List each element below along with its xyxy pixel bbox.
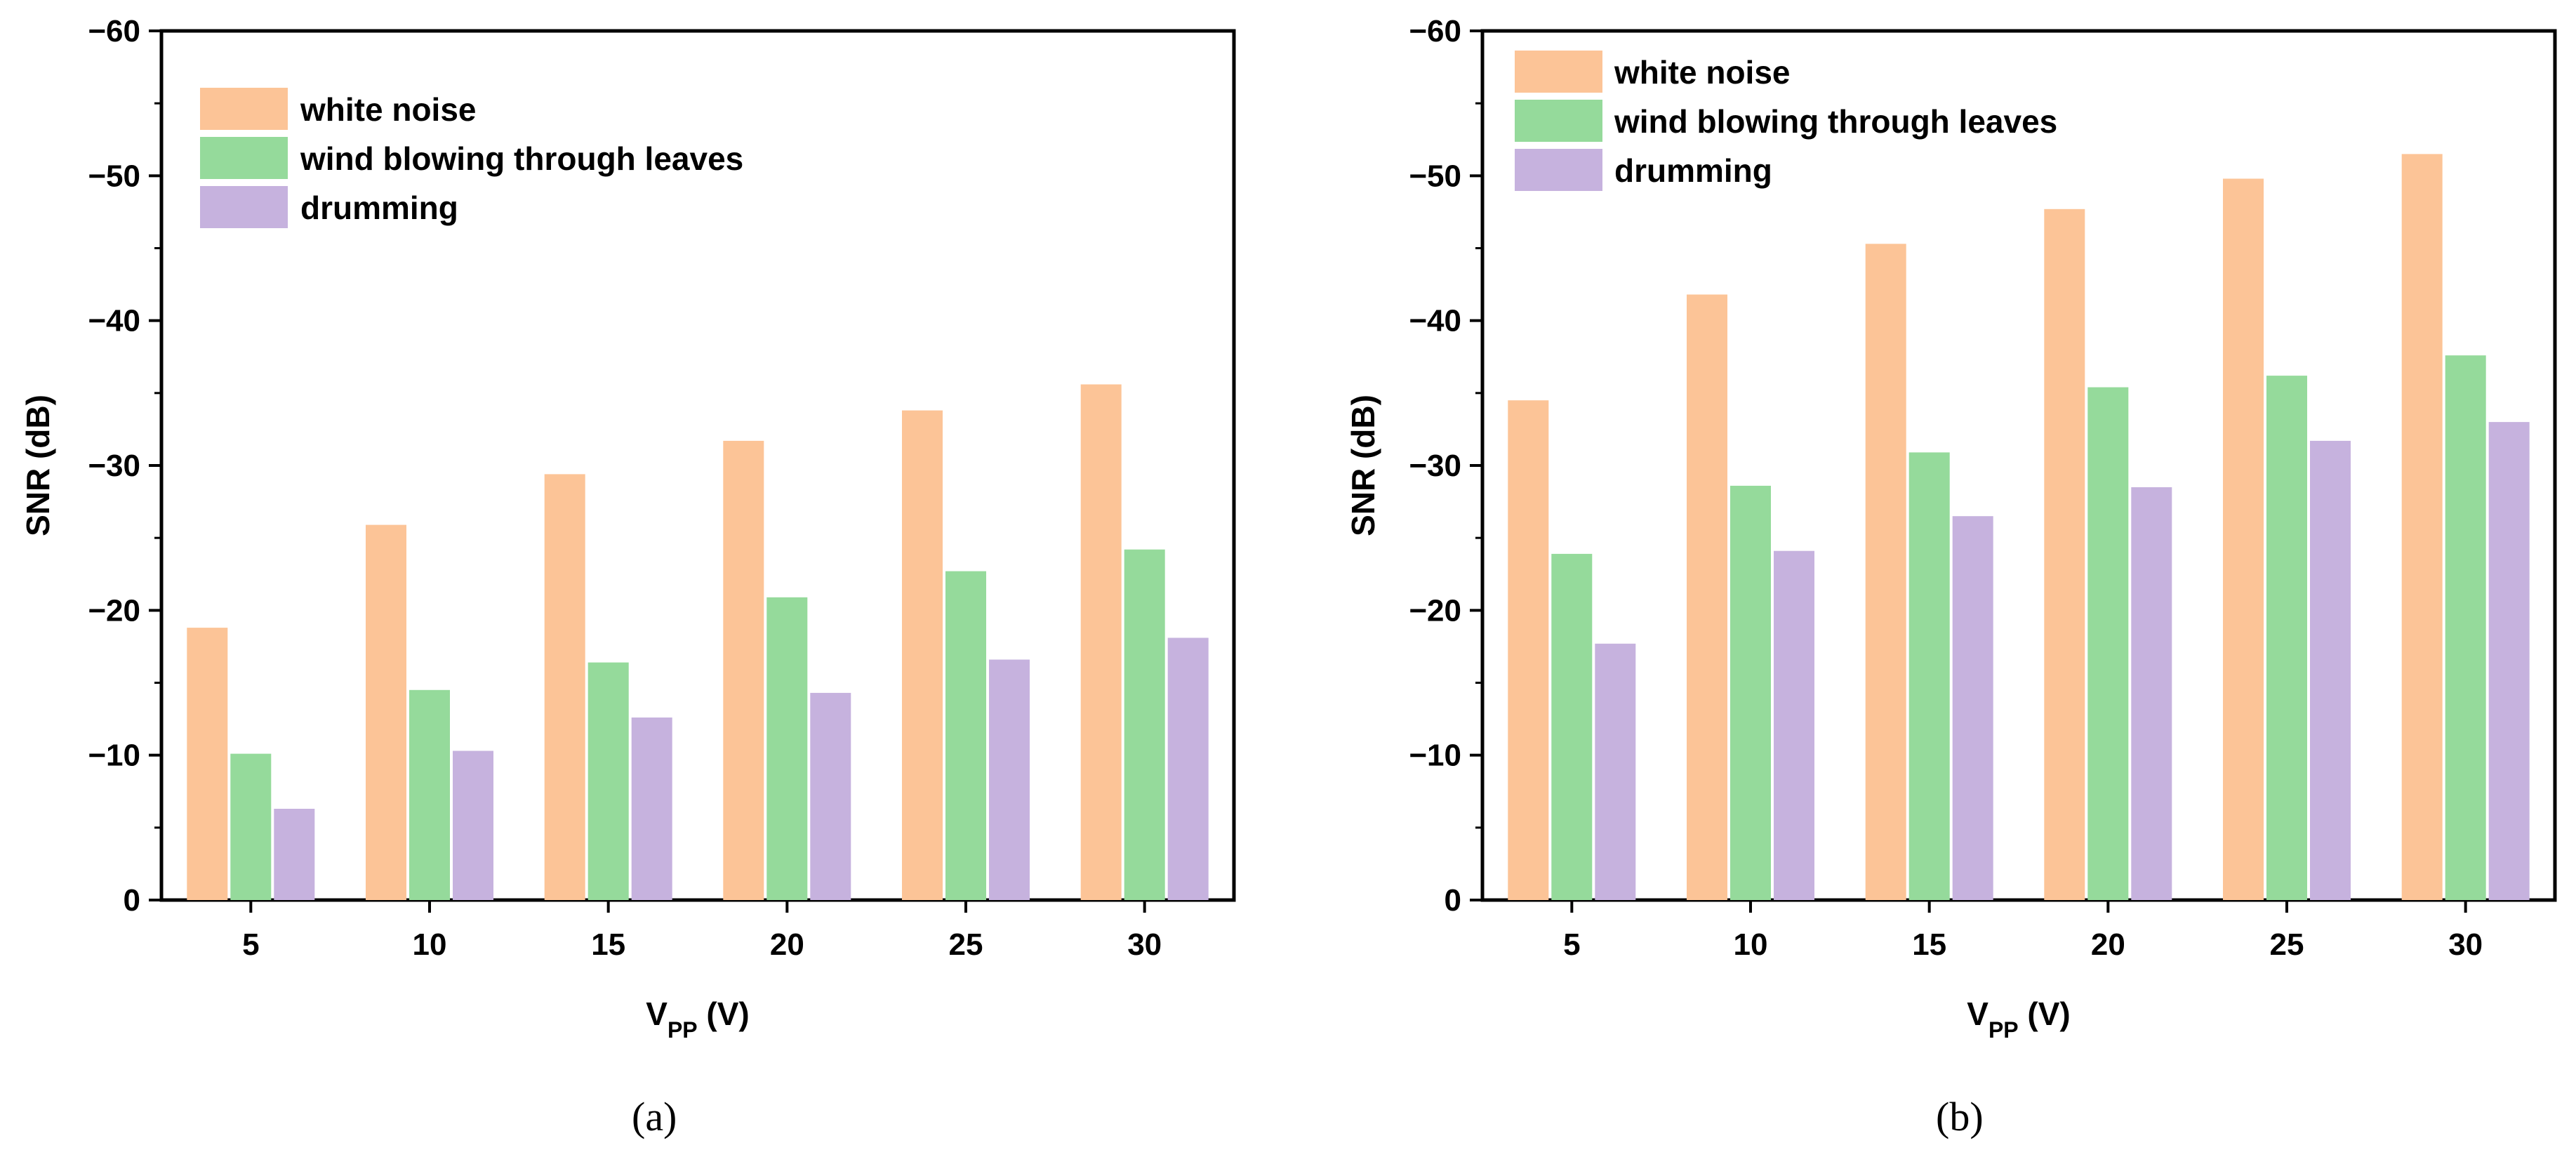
x-tick-label: 25 xyxy=(2270,927,2304,962)
bar-wind-15 xyxy=(587,662,629,900)
bars-group xyxy=(1508,154,2530,900)
x-tick-label: 30 xyxy=(1127,927,1162,962)
bar-white-noise-5 xyxy=(1508,400,1549,900)
legend-label-drumming: drumming xyxy=(300,190,458,226)
legend-swatch-drumming xyxy=(1515,149,1602,191)
x-tick-label: 20 xyxy=(770,927,804,962)
y-tick-label: −10 xyxy=(1409,739,1461,773)
y-tick-label: −60 xyxy=(88,14,140,48)
bar-drumming-25 xyxy=(989,659,1030,900)
bar-wind-30 xyxy=(1124,549,1165,900)
bar-drumming-30 xyxy=(2488,422,2530,900)
bar-wind-25 xyxy=(945,571,986,900)
y-tick-label: −30 xyxy=(88,449,140,483)
legend: white noise wind blowing through leaves … xyxy=(1515,51,2057,191)
y-ticks-group: 0 −10 −20 −30 −40 −50 −60 xyxy=(1409,14,1482,918)
bar-white-noise-25 xyxy=(902,410,943,900)
bar-white-noise-20 xyxy=(2044,209,2085,900)
bar-drumming-25 xyxy=(2310,440,2351,900)
y-tick-label: −40 xyxy=(1409,304,1461,338)
bar-wind-5 xyxy=(230,753,272,900)
legend-swatch-white-noise xyxy=(1515,51,1602,93)
panel-label-b: (b) xyxy=(1936,1094,1984,1139)
x-tick-label: 5 xyxy=(1563,927,1580,962)
bar-white-noise-15 xyxy=(1865,244,1906,900)
x-tick-label: 15 xyxy=(591,927,625,962)
bar-drumming-15 xyxy=(631,718,672,900)
bar-white-noise-10 xyxy=(1687,294,1727,900)
bar-white-noise-5 xyxy=(187,628,228,900)
bar-white-noise-25 xyxy=(2223,178,2264,900)
panel-label-a: (a) xyxy=(632,1094,677,1139)
x-tick-label: 20 xyxy=(2091,927,2125,962)
x-ticks-group: 5 10 15 20 25 30 xyxy=(242,900,1162,962)
bar-wind-20 xyxy=(766,597,808,900)
legend-swatch-wind xyxy=(1515,100,1602,142)
y-tick-label: −50 xyxy=(1409,159,1461,193)
legend: white noise wind blowing through leaves … xyxy=(200,88,743,228)
y-tick-label: 0 xyxy=(1445,883,1461,918)
legend-swatch-drumming xyxy=(200,186,288,228)
bar-wind-25 xyxy=(2266,376,2307,900)
y-axis-title: SNR (dB) xyxy=(20,395,56,536)
x-tick-label: 10 xyxy=(1734,927,1768,962)
bar-drumming-30 xyxy=(1167,637,1209,900)
legend-label-wind: wind blowing through leaves xyxy=(300,140,743,177)
y-tick-label: −20 xyxy=(88,593,140,628)
y-tick-label: 0 xyxy=(124,883,140,918)
y-tick-label: −60 xyxy=(1409,14,1461,48)
bar-drumming-10 xyxy=(453,751,493,900)
x-ticks-group: 5 10 15 20 25 30 xyxy=(1563,900,2483,962)
legend-label-white-noise: white noise xyxy=(300,91,476,128)
bar-drumming-15 xyxy=(1952,516,1993,900)
legend-swatch-white-noise xyxy=(200,88,288,130)
bar-white-noise-15 xyxy=(544,474,585,900)
bar-drumming-10 xyxy=(1774,550,1814,900)
bar-wind-10 xyxy=(409,689,450,900)
x-axis-title: VPP (V) xyxy=(1967,996,2070,1043)
bar-wind-10 xyxy=(1730,485,1771,900)
legend-label-wind: wind blowing through leaves xyxy=(1614,103,2057,140)
bar-white-noise-30 xyxy=(1080,384,1122,900)
x-tick-label: 25 xyxy=(949,927,983,962)
panel-a: 0 −10 −20 −30 −40 −50 −60 5 10 15 20 25 30 SNR (dB)… xyxy=(20,14,1236,1139)
y-tick-label: −50 xyxy=(88,159,140,193)
bar-white-noise-10 xyxy=(366,524,406,900)
y-tick-label: −30 xyxy=(1409,449,1461,483)
x-tick-label: 30 xyxy=(2448,927,2483,962)
x-tick-label: 15 xyxy=(1912,927,1946,962)
bar-drumming-5 xyxy=(1595,643,1636,900)
bar-wind-15 xyxy=(1908,452,1950,900)
panel-b: 0 −10 −20 −30 −40 −50 −60 5 10 15 20 25 30 SNR (dB)… xyxy=(1345,14,2557,1139)
bar-white-noise-30 xyxy=(2401,154,2443,900)
bar-drumming-5 xyxy=(274,809,315,900)
x-axis-title: VPP (V) xyxy=(646,996,749,1043)
legend-swatch-wind xyxy=(200,137,288,179)
y-tick-label: −40 xyxy=(88,304,140,338)
y-tick-label: −10 xyxy=(88,739,140,773)
y-axis-title: SNR (dB) xyxy=(1345,395,1381,536)
x-tick-label: 10 xyxy=(413,927,447,962)
bar-drumming-20 xyxy=(2131,487,2172,900)
x-tick-label: 5 xyxy=(242,927,259,962)
bar-white-noise-20 xyxy=(723,440,764,900)
legend-label-drumming: drumming xyxy=(1614,152,1772,189)
bar-wind-30 xyxy=(2445,355,2486,900)
bars-group xyxy=(187,384,1209,900)
bar-wind-5 xyxy=(1551,553,1593,900)
bar-wind-20 xyxy=(2087,387,2129,900)
bar-drumming-20 xyxy=(810,692,851,900)
legend-label-white-noise: white noise xyxy=(1614,54,1790,91)
y-ticks-group: 0 −10 −20 −30 −40 −50 −60 xyxy=(88,14,161,918)
y-tick-label: −20 xyxy=(1409,593,1461,628)
